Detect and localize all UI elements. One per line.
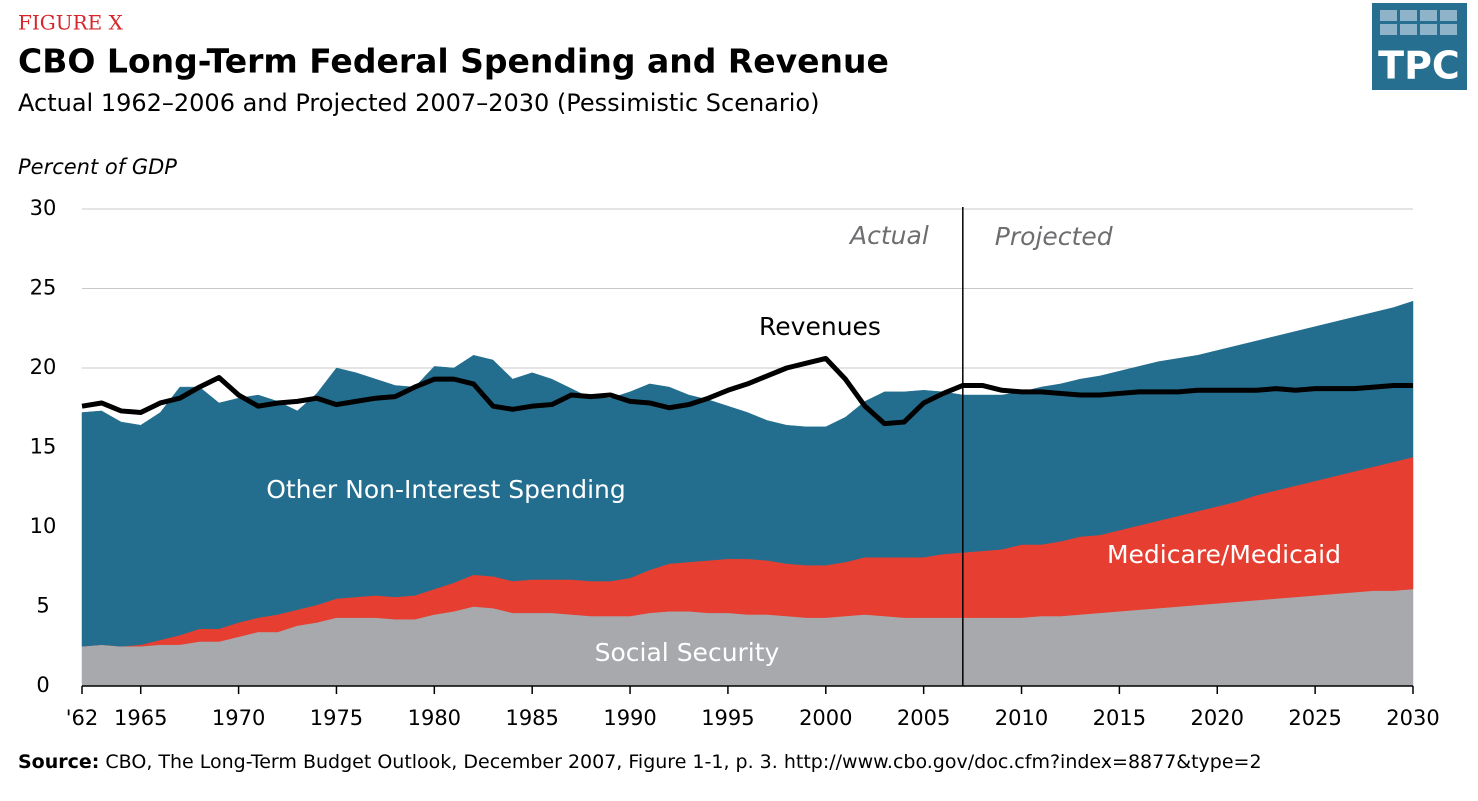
series-label: Medicare/Medicaid (1107, 540, 1341, 569)
x-tick-label: '62 (66, 706, 99, 730)
x-tick-label: 1990 (603, 706, 656, 730)
y-tick-label: 5 (36, 594, 49, 618)
x-tick-label: 1980 (408, 706, 461, 730)
chart-title: CBO Long-Term Federal Spending and Reven… (18, 42, 889, 81)
x-tick-label: 2030 (1386, 706, 1439, 730)
series-label: Revenues (759, 312, 881, 341)
x-tick-label: 2005 (897, 706, 950, 730)
logo-squares (1380, 10, 1457, 35)
y-tick-label: 20 (30, 355, 57, 379)
y-tick-label: 15 (30, 435, 57, 459)
figure-label: FIGURE X (18, 11, 124, 35)
x-tick-label: 2010 (995, 706, 1048, 730)
series-label: Other Non-Interest Spending (266, 475, 626, 504)
series-label: Social Security (595, 638, 780, 667)
x-tick-label: 1970 (212, 706, 265, 730)
logo-text: TPC (1378, 44, 1460, 88)
y-tick-label: 0 (36, 673, 49, 697)
annotation: Actual (848, 221, 929, 250)
x-tick-label: 1985 (505, 706, 558, 730)
logo: TPC (1372, 3, 1467, 90)
y-axis-label: Percent of GDP (18, 155, 177, 179)
x-tick-label: 1965 (114, 706, 167, 730)
y-tick-label: 10 (30, 514, 57, 538)
x-tick-label: 2015 (1093, 706, 1146, 730)
source-note: Source: CBO, The Long-Term Budget Outlook… (18, 751, 1262, 773)
annotation: Projected (995, 222, 1113, 251)
x-tick-label: 1995 (701, 706, 754, 730)
x-tick-label: 2025 (1288, 706, 1341, 730)
source-label: Source: (18, 751, 99, 773)
chart-subtitle: Actual 1962–2006 and Projected 2007–2030… (18, 89, 819, 117)
y-tick-label: 30 (30, 196, 57, 220)
y-tick-label: 25 (30, 276, 57, 300)
line (81, 355, 1413, 427)
source-text: CBO, The Long-Term Budget Outlook, Decem… (105, 751, 1261, 773)
x-tick-label: 2000 (799, 706, 852, 730)
x-tick-label: 2020 (1191, 706, 1244, 730)
x-tick-label: 1975 (310, 706, 363, 730)
